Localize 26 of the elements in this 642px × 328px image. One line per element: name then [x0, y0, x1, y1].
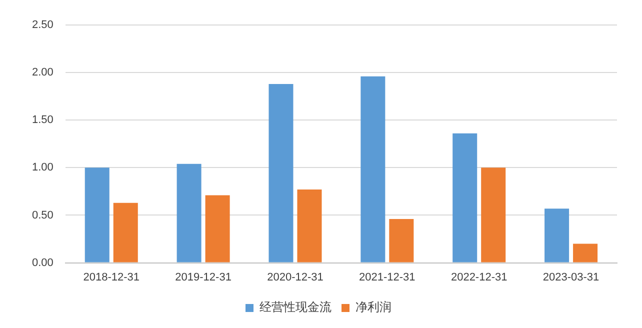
bar	[573, 244, 598, 262]
bar	[113, 202, 138, 262]
bar	[481, 168, 506, 262]
bar	[297, 190, 322, 262]
x-tick-label: 2019-12-31	[175, 271, 232, 284]
bar	[360, 76, 386, 262]
y-tick-label: 2.50	[32, 19, 54, 32]
bar	[544, 208, 570, 262]
x-tick-label: 2023-03-31	[542, 271, 600, 284]
legend-label: 经营性现金流	[260, 300, 332, 314]
bar	[452, 133, 478, 262]
y-tick-label: 1.50	[32, 114, 54, 126]
bar	[84, 168, 110, 262]
bar	[205, 195, 230, 262]
bar	[268, 84, 294, 262]
y-tick-label: 2.00	[32, 66, 54, 79]
y-tick-label: 0.50	[32, 209, 54, 222]
bar	[176, 164, 202, 262]
y-tick-label: 1.00	[32, 162, 54, 174]
x-tick-label: 2018-12-31	[83, 271, 140, 284]
bar	[389, 219, 414, 262]
x-tick-label: 2020-12-31	[267, 271, 324, 284]
x-tick-label: 2021-12-31	[359, 271, 416, 284]
legend-label: 净利润	[356, 300, 392, 314]
y-tick-label: 0.00	[32, 256, 54, 269]
x-tick-label: 2022-12-31	[450, 271, 508, 284]
